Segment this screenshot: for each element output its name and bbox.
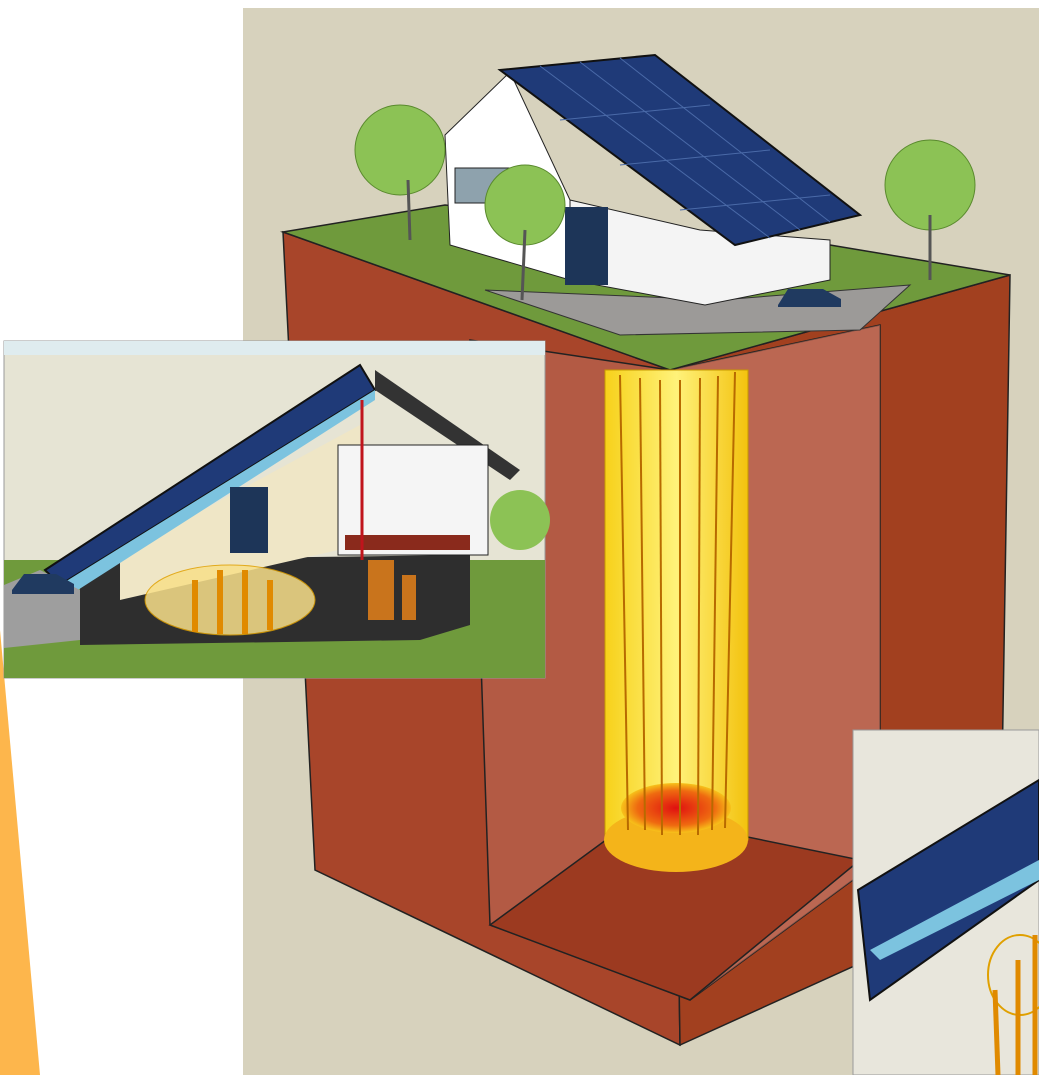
trees bbox=[354, 104, 976, 301]
inset-detail bbox=[852, 729, 1039, 1075]
accent-shape bbox=[0, 630, 40, 1075]
heat-shaft bbox=[604, 369, 749, 872]
inset-cutaway bbox=[3, 340, 550, 679]
